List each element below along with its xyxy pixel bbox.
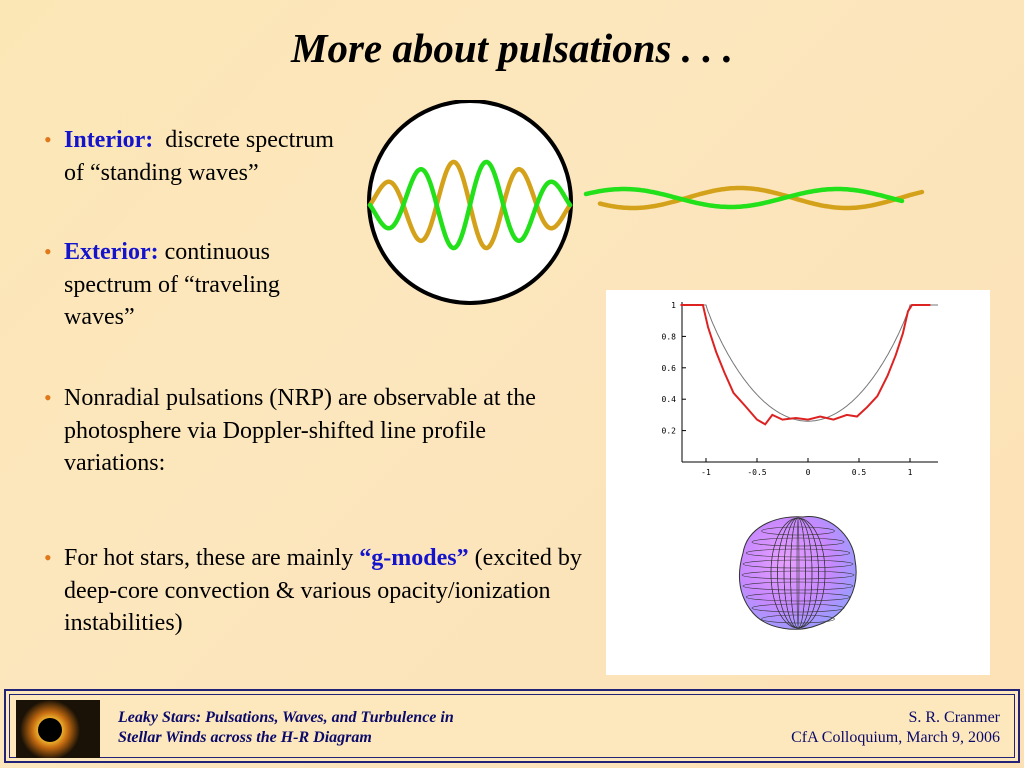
bullet-nrp: • Nonradial pulsations (NRP) are observa… bbox=[44, 382, 584, 480]
x-tick-label: 0.5 bbox=[852, 468, 867, 477]
nrp-sphere bbox=[739, 516, 857, 630]
bullet-exterior: • Exterior: continuous spectrum of “trav… bbox=[44, 236, 344, 334]
bullet-symbol: • bbox=[44, 127, 52, 152]
sphere-meridian bbox=[770, 517, 826, 629]
sphere-parallel bbox=[751, 537, 845, 547]
footer-venue-date: CfA Colloquium, March 9, 2006 bbox=[791, 729, 1000, 746]
sphere-parallel bbox=[751, 603, 845, 613]
x-ticks: -1 -0.5 0 0.5 1 bbox=[701, 458, 913, 477]
slide-title: More about pulsations . . . bbox=[291, 25, 733, 71]
y-tick-label: 1 bbox=[671, 301, 676, 310]
sphere-parallel bbox=[742, 559, 854, 569]
bullet-symbol: • bbox=[44, 545, 52, 570]
keyword-g-modes: “g-modes” bbox=[359, 545, 469, 571]
bullet-g-modes-after: (excited by deep-core convection & vario… bbox=[64, 545, 588, 636]
footer-author-info: S. R. Cranmer CfA Colloquium, March 9, 2… bbox=[791, 708, 1000, 748]
y-tick-label: 0.2 bbox=[662, 427, 677, 436]
y-tick-label: 0.4 bbox=[662, 395, 677, 404]
x-tick-label: 0 bbox=[806, 468, 811, 477]
y-tick-label: 0.8 bbox=[662, 332, 677, 341]
footer-author: S. R. Cranmer bbox=[908, 709, 1000, 726]
x-tick-label: -0.5 bbox=[747, 468, 766, 477]
solar-eclipse-logo-icon bbox=[16, 700, 100, 758]
wave-diagram bbox=[367, 100, 925, 305]
keyword-exterior: Exterior: bbox=[64, 239, 159, 265]
line-profile-figure: 1 0.8 0.6 0.4 0.2 -1 -0.5 0 0.5 1 bbox=[606, 290, 990, 675]
profile-smooth-curve bbox=[682, 304, 938, 422]
sphere-parallel bbox=[741, 570, 855, 580]
sphere-parallel bbox=[761, 614, 835, 624]
bullet-symbol: • bbox=[44, 385, 52, 410]
footer-talk-title: Leaky Stars: Pulsations, Waves, and Turb… bbox=[118, 708, 454, 748]
x-tick-label: -1 bbox=[701, 468, 711, 477]
traveling-wave-gold bbox=[597, 185, 925, 211]
bullet-g-modes-before: For hot stars, these are mainly bbox=[64, 545, 360, 571]
sphere-parallel bbox=[745, 592, 851, 602]
y-tick-label: 0.6 bbox=[662, 364, 677, 373]
standing-wave-green bbox=[367, 159, 573, 251]
bullet-g-modes: • For hot stars, these are mainly “g-mod… bbox=[44, 542, 584, 640]
footer-title-line2: Stellar Winds across the H-R Diagram bbox=[118, 729, 372, 746]
slide-footer: Leaky Stars: Pulsations, Waves, and Turb… bbox=[4, 689, 1020, 763]
sphere-parallel bbox=[742, 581, 854, 591]
bullet-interior-text: discrete spectrum of “standing waves” bbox=[64, 127, 340, 186]
footer-title-line1: Leaky Stars: Pulsations, Waves, and Turb… bbox=[118, 709, 454, 726]
sphere-parallel bbox=[761, 526, 835, 536]
x-tick-label: 1 bbox=[908, 468, 913, 477]
profile-model-curve bbox=[680, 304, 931, 426]
bullet-symbol: • bbox=[44, 239, 52, 264]
bullet-nrp-text: Nonradial pulsations (NRP) are observabl… bbox=[64, 385, 536, 476]
line-profile-plot: 1 0.8 0.6 0.4 0.2 -1 -0.5 0 0.5 1 bbox=[662, 301, 938, 630]
bullet-interior: • Interior: discrete spectrum of “standi… bbox=[44, 124, 344, 189]
keyword-interior: Interior: bbox=[64, 127, 154, 153]
bullet-exterior-text: continuous spectrum of “traveling waves” bbox=[64, 239, 286, 330]
traveling-wave-green bbox=[583, 186, 905, 210]
footer-inner-border: Leaky Stars: Pulsations, Waves, and Turb… bbox=[9, 694, 1015, 758]
sphere-parallel bbox=[745, 548, 851, 558]
